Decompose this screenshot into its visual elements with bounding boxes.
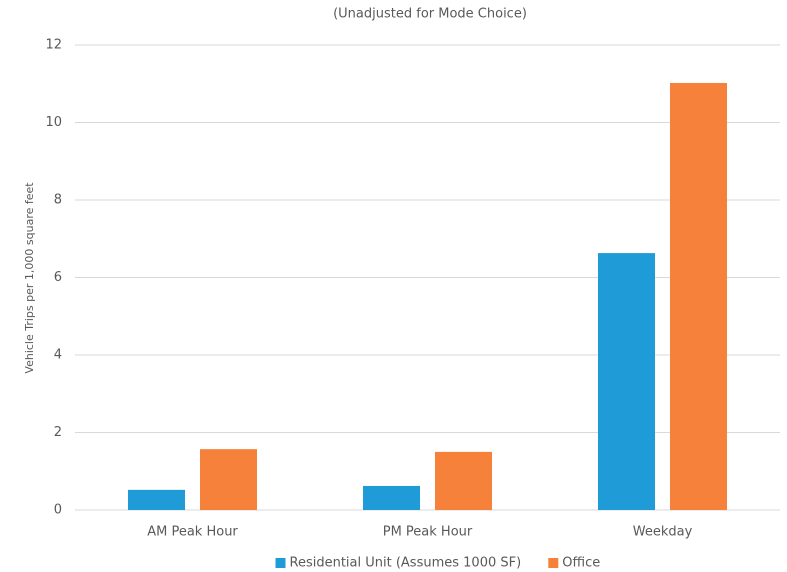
y-tick-label: 6 <box>54 270 62 285</box>
x-tick-label: Weekday <box>633 525 693 540</box>
y-tick-label: 12 <box>45 38 62 53</box>
y-tick-label: 4 <box>54 348 62 363</box>
y-tick-label: 2 <box>54 425 62 440</box>
bar <box>363 485 420 510</box>
legend-swatch <box>548 558 559 568</box>
legend-label: Residential Unit (Assumes 1000 SF) <box>290 556 522 571</box>
x-tick-label: PM Peak Hour <box>383 525 473 540</box>
y-axis-label: Vehicle Trips per 1,000 square feet <box>23 182 36 374</box>
bar <box>200 449 257 510</box>
x-tick-label: AM Peak Hour <box>147 525 238 540</box>
bar <box>128 489 185 510</box>
chart-title: (Unadjusted for Mode Choice) <box>333 7 527 22</box>
legend-swatch <box>275 558 286 568</box>
y-tick-label: 10 <box>45 115 62 130</box>
y-tick-label: 8 <box>54 193 62 208</box>
bar <box>435 451 492 510</box>
y-tick-label: 0 <box>54 503 62 518</box>
bar <box>598 253 655 510</box>
legend-label: Office <box>562 556 600 571</box>
bar <box>670 82 727 510</box>
